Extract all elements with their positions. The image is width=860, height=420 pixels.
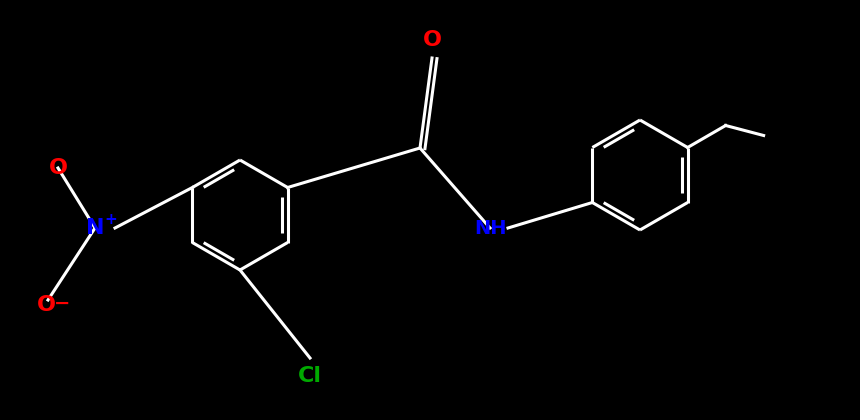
Text: N: N	[86, 218, 104, 238]
Text: −: −	[54, 294, 71, 312]
Text: O: O	[36, 295, 56, 315]
Text: O: O	[422, 30, 441, 50]
Text: NH: NH	[474, 218, 507, 237]
Text: +: +	[105, 213, 117, 228]
Text: Cl: Cl	[298, 366, 322, 386]
Text: O: O	[48, 158, 67, 178]
